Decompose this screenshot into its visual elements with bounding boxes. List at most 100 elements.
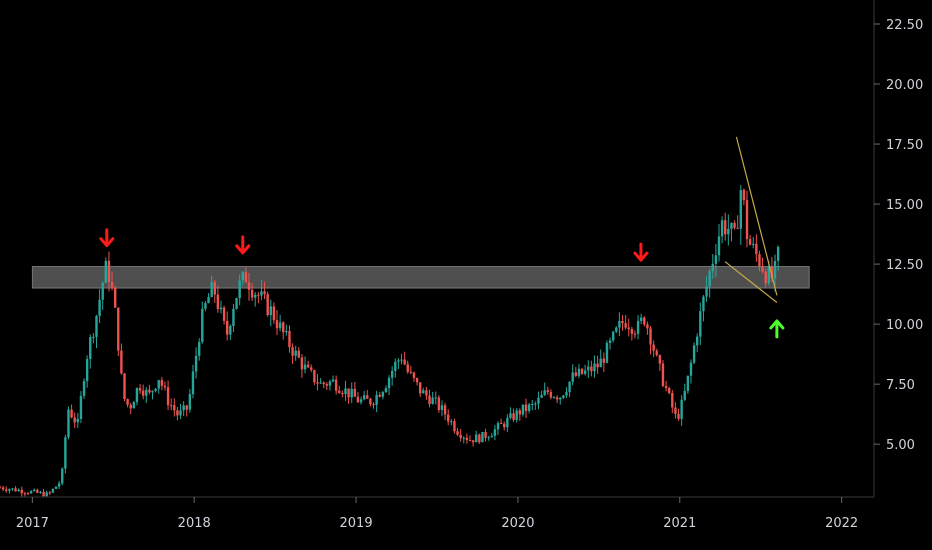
candle [26,491,30,496]
candle [241,270,244,286]
candle [82,378,86,399]
candle [123,373,126,402]
candle [546,386,550,396]
candle [48,490,52,496]
candle [198,338,201,361]
candle [232,304,235,333]
candle [583,364,587,376]
candle [104,257,108,284]
y-tick-label: 12.50 [886,258,923,273]
candle [524,398,528,418]
candle [646,321,649,335]
candle [418,382,422,397]
candle [42,488,45,497]
candle [568,381,571,398]
candle [683,383,686,402]
candle [98,289,101,323]
candle [534,401,537,410]
y-tick-label: 10.00 [886,318,923,333]
candle [157,379,160,394]
y-axis[interactable]: 5.00 7.50 10.00 12.50 15.00 17.50 20.00 22.50 [874,18,923,453]
candle [437,395,441,413]
candle [322,381,325,389]
candle [515,408,518,423]
candle [201,301,204,344]
candle [565,387,568,399]
y-tick-label: 20.00 [886,78,923,93]
candle [481,431,484,443]
sell-arrow-icon [99,228,115,248]
candle [381,390,385,400]
candle [621,315,624,331]
candle [36,488,39,494]
candle [64,434,67,474]
candle [689,359,693,384]
y-tick-label: 15.00 [886,198,923,213]
candle [390,366,394,386]
candle [14,486,17,492]
candle [222,305,226,325]
resistance-zone [31,266,810,289]
x-tick-label: 2020 [501,516,534,531]
candle [263,281,266,299]
candle [300,354,304,378]
sell-arrow-icon [633,242,649,262]
candle [518,408,521,421]
candle [185,404,188,417]
candle [708,268,711,298]
candle [658,354,662,371]
candle [17,488,20,492]
candle [247,273,251,301]
candle [605,340,609,364]
candle [776,245,780,271]
candle [297,347,301,359]
candle [537,391,540,410]
candle [490,432,493,438]
candle [667,386,671,395]
candle [135,387,139,406]
x-tick-label: 2019 [340,516,373,531]
candle [487,435,490,441]
candle [260,279,263,301]
candle [29,490,33,494]
candle [194,347,198,379]
candle [415,377,419,386]
candle [717,223,721,262]
candle [531,399,534,411]
candle [397,357,400,370]
candle [5,486,8,493]
candle [773,254,777,292]
candle [331,375,335,383]
candle [428,389,431,408]
candle [160,377,164,391]
x-axis[interactable]: 2017 2018 2019 2020 2021 2022 [16,497,858,531]
wedge-trendline [724,261,778,303]
candles-layer [0,184,780,497]
candle [216,285,220,313]
candle [356,392,360,403]
candle [630,326,634,341]
candle [362,390,366,401]
candle [166,380,170,411]
candle [615,326,618,334]
candle [61,467,64,486]
candle [478,433,481,444]
candle [456,427,459,437]
candle [496,421,500,435]
candle [316,374,319,391]
candle [266,291,269,317]
candle [559,397,562,405]
candle [527,402,531,414]
candle [652,340,655,358]
candle [359,396,363,405]
candle [671,390,674,414]
candle [179,403,182,420]
candle [11,488,14,492]
candle [406,360,409,374]
candle [229,324,232,341]
candle [76,413,80,428]
candle [443,402,447,420]
resistance-zone-layer [31,266,810,289]
candle [758,250,761,272]
